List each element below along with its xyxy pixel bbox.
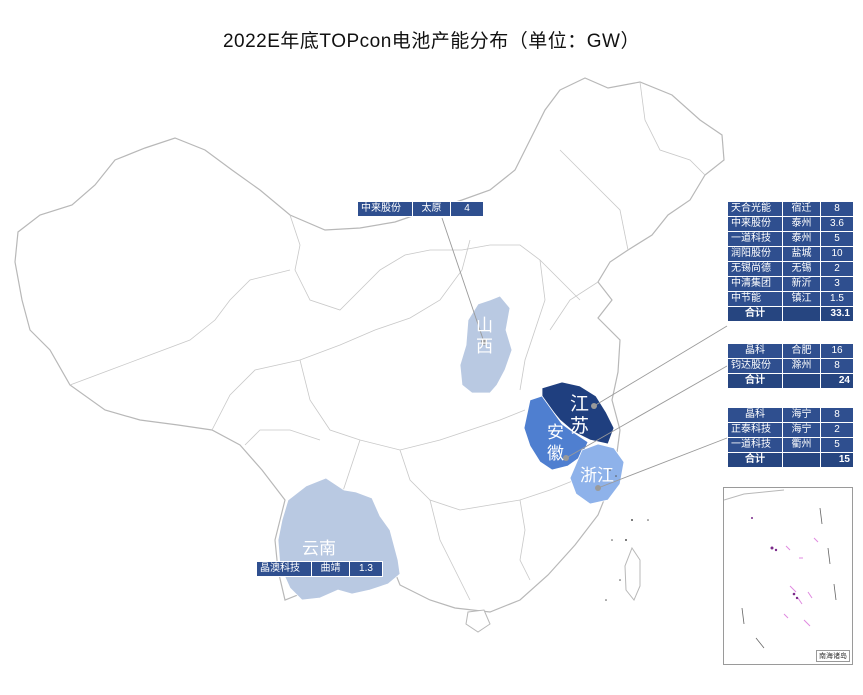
- table-row: 正泰科技 海宁 2: [727, 422, 854, 438]
- capacity-cell: 16: [820, 343, 854, 359]
- inset-map: [723, 489, 837, 649]
- province-label-shanxi: 山西: [476, 316, 493, 356]
- company-cell: 一道科技: [727, 231, 783, 247]
- city-cell: 衢州: [782, 437, 821, 453]
- shanxi-region: [459, 295, 513, 394]
- total-label: 合计: [727, 373, 783, 389]
- total-row: 合计 24: [727, 373, 854, 389]
- company-cell: 晶科: [727, 407, 783, 423]
- capacity-cell: 10: [820, 246, 854, 262]
- province-label-jiangsu: 江苏: [570, 394, 592, 437]
- total-label: 合计: [727, 452, 783, 468]
- company-cell: 中来股份: [727, 216, 783, 232]
- city-cell: 太原: [412, 201, 451, 217]
- table-row: 无锡尚德 无锡 2: [727, 261, 854, 277]
- city-cell: 曲靖: [311, 561, 350, 577]
- south-china-sea-inset: 南海诸岛: [723, 487, 853, 665]
- city-cell: 合肥: [782, 343, 821, 359]
- capacity-cell: 2: [820, 422, 854, 438]
- total-value: 15: [820, 452, 854, 468]
- table-row: 中清集团 新沂 3: [727, 276, 854, 292]
- table-row: 晶科 合肥 16: [727, 343, 854, 359]
- table-row: 一道科技 泰州 5: [727, 231, 854, 247]
- capacity-cell: 8: [820, 201, 854, 217]
- province-label-zhejiang: 浙江: [580, 466, 614, 485]
- table-row: 中来股份 泰州 3.6: [727, 216, 854, 232]
- table-row: 一道科技 衢州 5: [727, 437, 854, 453]
- capacity-cell: 8: [820, 407, 854, 423]
- inset-dots: [751, 517, 799, 600]
- province-label-anhui: 安徽: [547, 423, 564, 463]
- capacity-cell: 1.5: [820, 291, 854, 307]
- table-row: 钧达股份 滁州 8: [727, 358, 854, 374]
- inset-label: 南海诸岛: [816, 650, 850, 662]
- company-cell: 正泰科技: [727, 422, 783, 438]
- china-outline: [14, 77, 725, 613]
- total-value: 24: [820, 373, 854, 389]
- jiangsu-table: 天合光能 宿迁 8 中来股份 泰州 3.6 一道科技 泰州 5 润阳股份 盐城 10 无锡尚德无…: [727, 201, 854, 322]
- table-row: 润阳股份 盐城 10: [727, 246, 854, 262]
- table-row: 中节能 镇江 1.5: [727, 291, 854, 307]
- city-cell: 泰州: [782, 231, 821, 247]
- province-borders: [69, 81, 706, 601]
- leader-lines: [441, 217, 728, 489]
- company-cell: 天合光能: [727, 201, 783, 217]
- city-cell: 海宁: [782, 422, 821, 438]
- capacity-cell: 8: [820, 358, 854, 374]
- city-cell: 滁州: [782, 358, 821, 374]
- hainan-region: [465, 609, 491, 633]
- shanxi-table: 中来股份 太原 4: [357, 201, 484, 217]
- city-cell: 无锡: [782, 261, 821, 277]
- company-cell: 润阳股份: [727, 246, 783, 262]
- table-row: 晶科 海宁 8: [727, 407, 854, 423]
- city-cell: 盐城: [782, 246, 821, 262]
- page-title: 2022E年底TOPcon电池产能分布（单位：GW）: [222, 31, 640, 52]
- capacity-cell: 5: [820, 437, 854, 453]
- table-row: 晶澳科技 曲靖 1.3: [256, 561, 383, 577]
- city-cell: 镇江: [782, 291, 821, 307]
- capacity-cell: 4: [450, 201, 484, 217]
- taiwan-region: [624, 546, 641, 601]
- capacity-cell: 1.3: [349, 561, 383, 577]
- inset-coast: [723, 489, 785, 501]
- city-cell: 宿迁: [782, 201, 821, 217]
- company-cell: 一道科技: [727, 437, 783, 453]
- zhejiang-region: [569, 443, 625, 505]
- company-cell: 中节能: [727, 291, 783, 307]
- total-spacer: [782, 373, 821, 389]
- capacity-cell: 3: [820, 276, 854, 292]
- yunnan-table: 晶澳科技 曲靖 1.3: [256, 561, 383, 577]
- total-spacer: [782, 306, 821, 322]
- zhejiang-table: 晶科 海宁 8 正泰科技 海宁 2 一道科技 衢州 5 合计 15: [727, 407, 854, 468]
- total-row: 合计 33.1: [727, 306, 854, 322]
- city-markers: [481, 339, 601, 491]
- total-label: 合计: [727, 306, 783, 322]
- company-cell: 中清集团: [727, 276, 783, 292]
- city-cell: 泰州: [782, 216, 821, 232]
- coast-islands: [605, 469, 649, 601]
- table-row: 中来股份 太原 4: [357, 201, 484, 217]
- total-spacer: [782, 452, 821, 468]
- inset-islands: [783, 537, 819, 627]
- capacity-cell: 3.6: [820, 216, 854, 232]
- company-cell: 钧达股份: [727, 358, 783, 374]
- total-row: 合计 15: [727, 452, 854, 468]
- city-cell: 新沂: [782, 276, 821, 292]
- company-cell: 无锡尚德: [727, 261, 783, 277]
- company-cell: 晶科: [727, 343, 783, 359]
- company-cell: 晶澳科技: [256, 561, 312, 577]
- table-row: 天合光能 宿迁 8: [727, 201, 854, 217]
- capacity-cell: 2: [820, 261, 854, 277]
- city-cell: 海宁: [782, 407, 821, 423]
- anhui-table: 晶科 合肥 16 钧达股份 滁州 8 合计 24: [727, 343, 854, 389]
- province-label-yunnan: 云南: [302, 539, 336, 558]
- inset-dashes: [741, 507, 837, 649]
- total-value: 33.1: [820, 306, 854, 322]
- company-cell: 中来股份: [357, 201, 413, 217]
- capacity-cell: 5: [820, 231, 854, 247]
